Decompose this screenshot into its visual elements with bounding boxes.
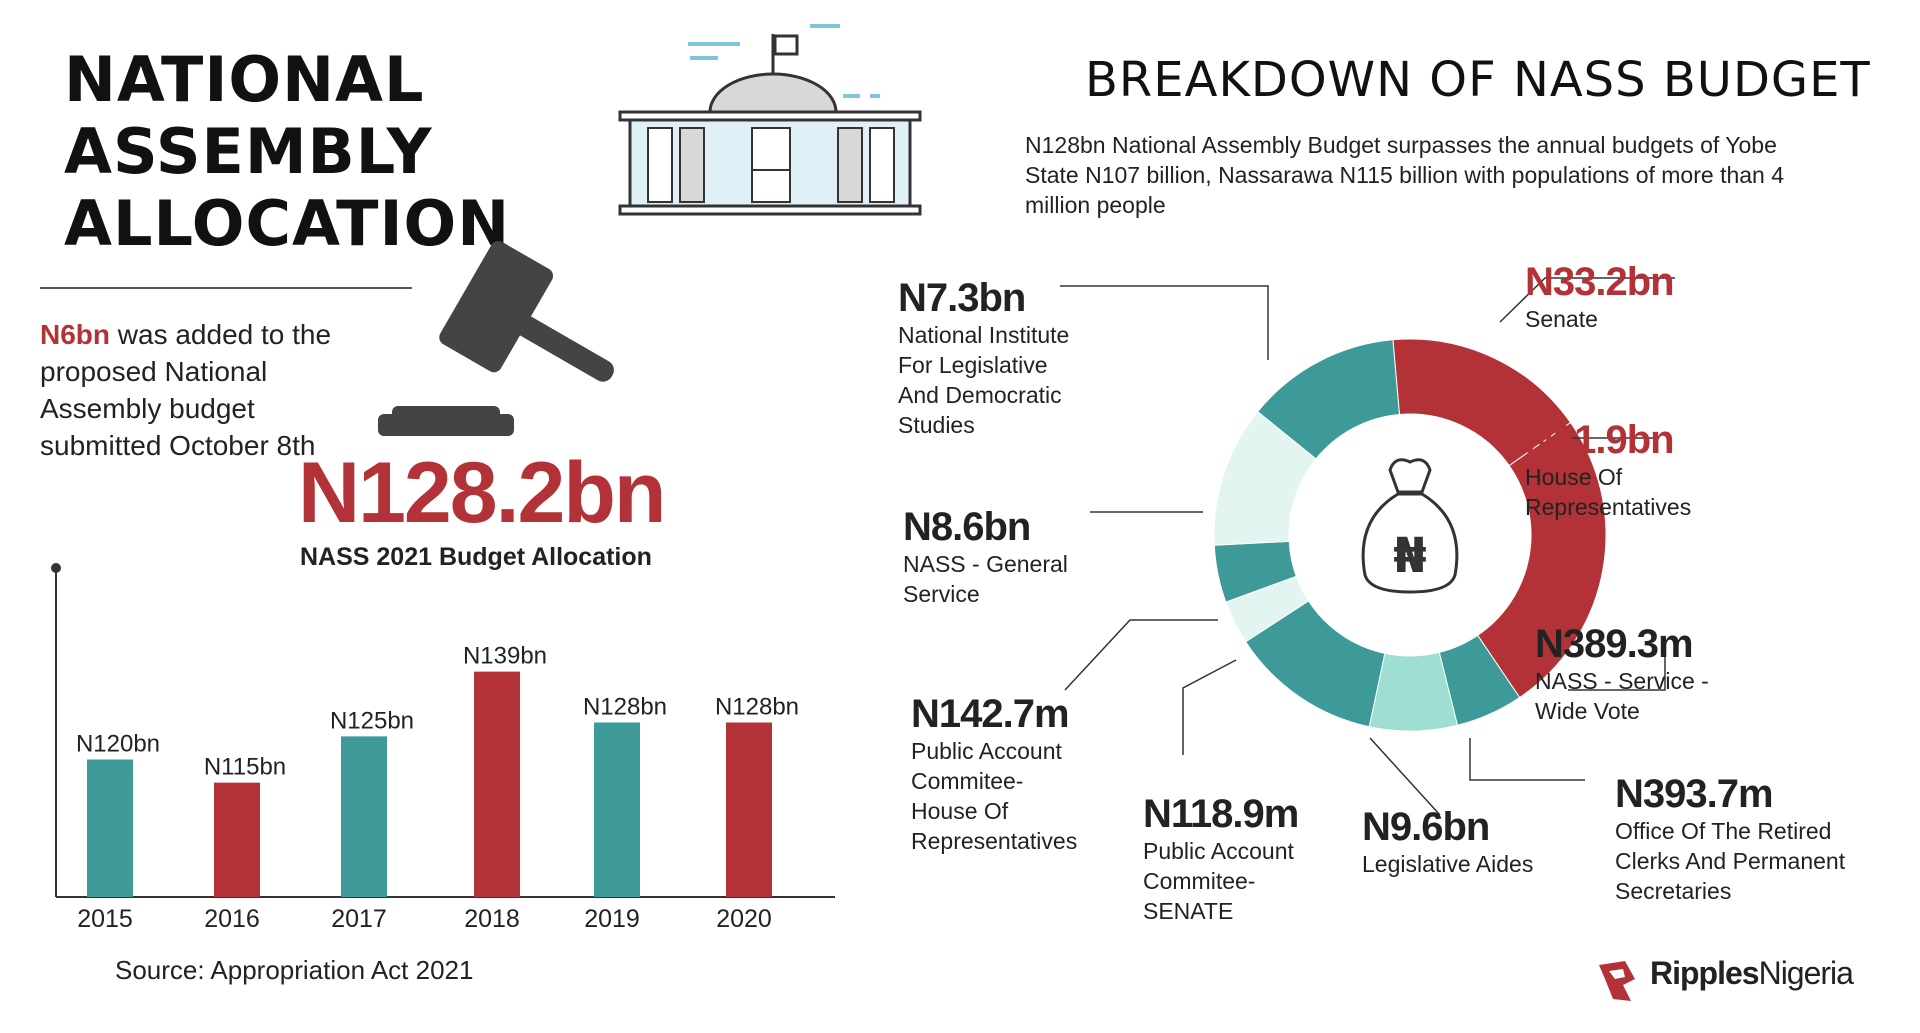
slice-label-pac-senate: N118.9m Public Account Commitee- SENATE: [1143, 792, 1299, 926]
page-title: NATIONAL ASSEMBLY ALLOCATION: [64, 44, 510, 260]
ripples-logo-icon: [1595, 957, 1645, 1009]
slice-description: National Institute For Legislative And D…: [898, 322, 1070, 438]
breakdown-subtitle: N128bn National Assembly Budget surpasse…: [1025, 132, 1785, 218]
logo-suffix: Nigeria: [1758, 955, 1854, 991]
leader-line: [1064, 619, 1218, 691]
slice-amount: N8.6bn: [903, 505, 1031, 549]
slice-label-service-wide: N389.3m NASS - Service - Wide Vote: [1535, 622, 1709, 726]
added-note: N6bn was added to the proposed National …: [40, 316, 340, 464]
slice-label-nild: N7.3bn National Institute For Legislativ…: [898, 276, 1069, 440]
slice-label-house: N51.9bn House Of Representatives: [1525, 418, 1691, 522]
slice-description: NASS - Service - Wide Vote: [1535, 668, 1709, 724]
added-amount: N6bn: [40, 319, 110, 350]
bar-value-label: N125bn: [330, 707, 414, 734]
bar: [474, 671, 520, 897]
bar: [594, 722, 640, 897]
leader-line: [1369, 737, 1441, 816]
slice-amount: N33.2bn: [1525, 260, 1675, 304]
bar-value-label: N128bn: [715, 694, 799, 721]
slice-description: Public Account Commitee- SENATE: [1143, 838, 1294, 924]
slice-amount: N7.3bn: [898, 276, 1026, 320]
leader-line: [1499, 277, 1675, 323]
x-tick-label: 2018: [464, 905, 520, 933]
source-note: Source: Appropriation Act 2021: [115, 955, 474, 985]
x-tick-label: 2020: [716, 905, 772, 933]
bar-value-label: N128bn: [583, 694, 667, 721]
bar: [214, 782, 260, 897]
bar-value-label: N115bn: [204, 754, 286, 781]
slice-description: Legislative Aides: [1362, 851, 1534, 877]
slice-label-senate: N33.2bn Senate: [1525, 260, 1675, 334]
breakdown-title: BREAKDOWN OF NASS BUDGET: [1085, 52, 1871, 108]
slice-amount: N118.9m: [1143, 792, 1299, 836]
leader-line: [1182, 659, 1237, 755]
donut-slice: [1476, 421, 1607, 699]
slice-amount: N142.7m: [911, 692, 1070, 736]
title-line-2: ASSEMBLY: [64, 115, 433, 188]
x-tick-label: 2016: [204, 905, 260, 933]
slice-label-legislative-aides: N9.6bn Legislative Aides: [1362, 805, 1533, 879]
x-tick-label: 2017: [331, 905, 387, 933]
slice-label-pac-house: N142.7m Public Account Commitee- House O…: [911, 692, 1077, 856]
total-value: N128.2bn: [298, 445, 666, 541]
x-tick-label: 2015: [77, 905, 133, 933]
bar: [726, 722, 772, 897]
bar: [341, 736, 387, 897]
slice-description: Office Of The Retired Clerks And Permane…: [1615, 818, 1846, 904]
bar: [87, 759, 133, 897]
slice-amount: N389.3m: [1535, 622, 1694, 666]
divider-line: [40, 287, 412, 289]
naira-money-bag-icon: ₦: [1361, 458, 1459, 594]
bar-value-label: N139bn: [463, 643, 547, 670]
slice-description: Public Account Commitee- House Of Repres…: [911, 738, 1078, 854]
ripples-logo: RipplesNigeria: [1650, 955, 1854, 992]
slice-label-retired-clerks: N393.7m Office Of The Retired Clerks And…: [1615, 772, 1845, 906]
slice-amount: N393.7m: [1615, 772, 1774, 816]
added-text: was added to the proposed National Assem…: [40, 319, 332, 461]
slice-label-general-service: N8.6bn NASS - General Service: [903, 505, 1068, 609]
leader-line: [1469, 738, 1585, 781]
slice-description: Senate: [1525, 306, 1598, 332]
total-label: NASS 2021 Budget Allocation: [300, 543, 652, 571]
logo-brand: Ripples: [1650, 955, 1760, 991]
slice-description: House Of Representatives: [1525, 464, 1692, 520]
bar-value-label: N120bn: [76, 731, 160, 758]
slice-amount: N9.6bn: [1362, 805, 1490, 849]
naira-symbol: ₦: [1393, 528, 1426, 584]
axis-dot: [51, 563, 61, 573]
donut-slice: [1256, 339, 1400, 460]
leader-line: [1060, 285, 1269, 360]
title-line-1: NATIONAL: [64, 43, 425, 116]
title-line-3: ALLOCATION: [64, 187, 511, 260]
slice-amount: N51.9bn: [1525, 418, 1675, 462]
x-tick-label: 2019: [584, 905, 640, 933]
slice-description: NASS - General Service: [903, 551, 1068, 607]
leader-line: [1568, 638, 1666, 691]
